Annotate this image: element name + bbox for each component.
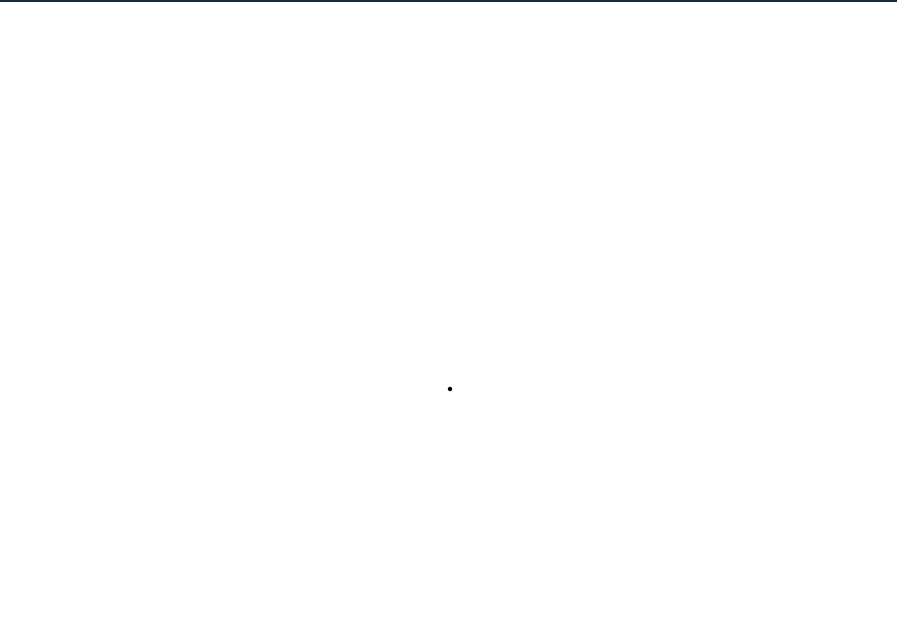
window-top-border [0,0,897,2]
cursor-marker [447,386,453,392]
